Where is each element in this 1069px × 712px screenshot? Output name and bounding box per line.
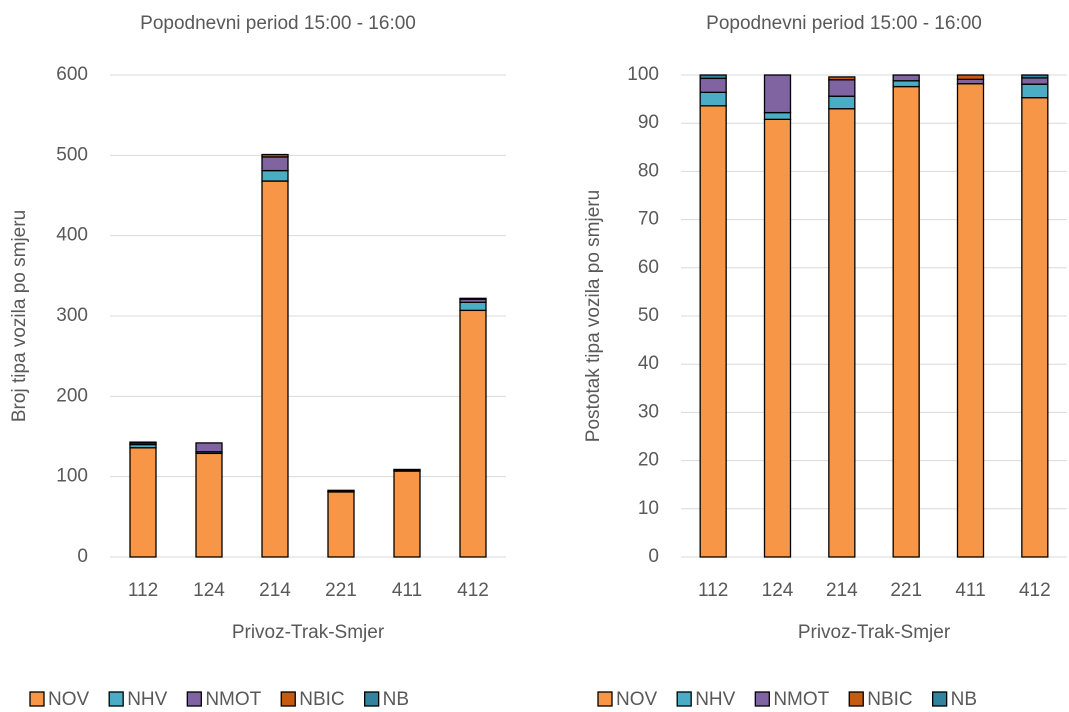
x-tick-label: 411 <box>392 580 422 601</box>
legend-label: NHV <box>695 689 735 710</box>
bar-segment <box>699 105 727 558</box>
bar-segment <box>459 301 487 312</box>
bar-segment <box>393 468 421 471</box>
bar-segment <box>956 83 985 558</box>
x-tick-label: 221 <box>890 580 922 601</box>
bar-segment <box>1021 97 1049 558</box>
bar-segment <box>261 169 289 182</box>
y-tick-label: 30 <box>638 401 659 422</box>
legend-swatch <box>848 691 864 707</box>
y-tick-label: 600 <box>56 64 88 85</box>
bar-segment <box>129 447 157 558</box>
y-tick-label: 90 <box>638 112 659 133</box>
y-tick-label: 100 <box>627 64 659 85</box>
bar-segment <box>763 118 792 558</box>
y-axis-label: Postotak tipa vozila po smjeru <box>583 190 604 442</box>
bar-segment <box>956 78 985 85</box>
x-tick-label: 214 <box>259 580 291 601</box>
legend-swatch <box>364 691 380 707</box>
x-tick-label: 124 <box>193 580 225 601</box>
bar-segment <box>892 85 920 558</box>
bar-segment <box>956 74 985 80</box>
bar-segment <box>828 108 856 558</box>
chart: Popodnevni period 15:00 - 16:00 Privoz-Tr… <box>9 13 506 710</box>
bar-segment <box>828 76 856 81</box>
y-tick-label: 200 <box>56 385 88 406</box>
bar-segment <box>327 489 355 492</box>
x-axis-label: Privoz-Trak-Smjer <box>798 622 951 643</box>
y-axis-label: Broj tipa vozila po smjeru <box>9 210 30 422</box>
legend-swatch <box>676 691 692 707</box>
legend-label: NMOT <box>205 689 261 710</box>
y-tick-label: 0 <box>648 546 659 567</box>
bar-segment <box>393 470 421 558</box>
bar-segment <box>459 309 487 558</box>
bar-segment <box>699 77 727 94</box>
bar-segment <box>1021 77 1049 85</box>
legend-swatch <box>186 691 202 707</box>
bar-segment <box>892 74 920 82</box>
y-tick-label: 50 <box>638 305 659 326</box>
bar-segment <box>261 156 289 172</box>
legend-swatch <box>754 691 770 707</box>
legend-label: NB <box>951 689 977 710</box>
legend-label: NBIC <box>299 689 344 710</box>
bar-segment <box>1021 74 1049 79</box>
bar-segment <box>195 452 223 558</box>
legend-swatch <box>280 691 296 707</box>
bar-segment <box>1021 83 1049 99</box>
bar-segment <box>459 297 487 300</box>
x-tick-label: 412 <box>457 580 489 601</box>
y-tick-label: 60 <box>638 257 659 278</box>
y-tick-label: 10 <box>638 498 659 519</box>
y-tick-label: 100 <box>56 466 88 487</box>
x-tick-label: 112 <box>128 580 158 601</box>
y-tick-label: 0 <box>77 546 88 567</box>
chart: Popodnevni period 15:00 - 16:00 Privoz-Tr… <box>583 13 1067 710</box>
bar-segment <box>261 153 289 158</box>
bar-segment <box>195 442 223 453</box>
legend-swatch <box>29 691 45 707</box>
x-tick-label: 221 <box>325 580 357 601</box>
x-tick-label: 112 <box>698 580 728 601</box>
bar-segment <box>261 180 289 558</box>
legend-label: NB <box>383 689 409 710</box>
bar-segment <box>763 74 792 114</box>
chart-title: Popodnevni period 15:00 - 16:00 <box>706 13 982 34</box>
legend-swatch <box>108 691 124 707</box>
legend-label: NHV <box>127 689 167 710</box>
bar-segment <box>129 441 157 444</box>
x-tick-label: 412 <box>1019 580 1051 601</box>
y-tick-label: 70 <box>638 209 659 230</box>
legend-swatch <box>932 691 948 707</box>
y-tick-label: 400 <box>56 225 88 246</box>
legend-label: NBIC <box>867 689 912 710</box>
bar-segment <box>828 95 856 110</box>
y-tick-label: 300 <box>56 305 88 326</box>
x-tick-label: 214 <box>826 580 858 601</box>
y-tick-label: 500 <box>56 144 88 165</box>
y-tick-label: 80 <box>638 160 659 181</box>
bar-segment <box>892 80 920 88</box>
bar-segment <box>699 74 727 80</box>
bar-segment <box>699 91 727 107</box>
legend-swatch <box>597 691 613 707</box>
bar-segment <box>327 491 355 558</box>
x-tick-label: 124 <box>762 580 794 601</box>
x-tick-label: 411 <box>955 580 985 601</box>
y-tick-label: 40 <box>638 353 659 374</box>
y-tick-label: 20 <box>638 450 659 471</box>
x-axis-label: Privoz-Trak-Smjer <box>232 622 385 643</box>
legend-label: NOV <box>48 689 90 710</box>
bar-segment <box>828 79 856 97</box>
chart-title: Popodnevni period 15:00 - 16:00 <box>140 13 416 34</box>
legend-label: NOV <box>616 689 658 710</box>
legend-label: NMOT <box>773 689 829 710</box>
bar-segment <box>763 111 792 120</box>
